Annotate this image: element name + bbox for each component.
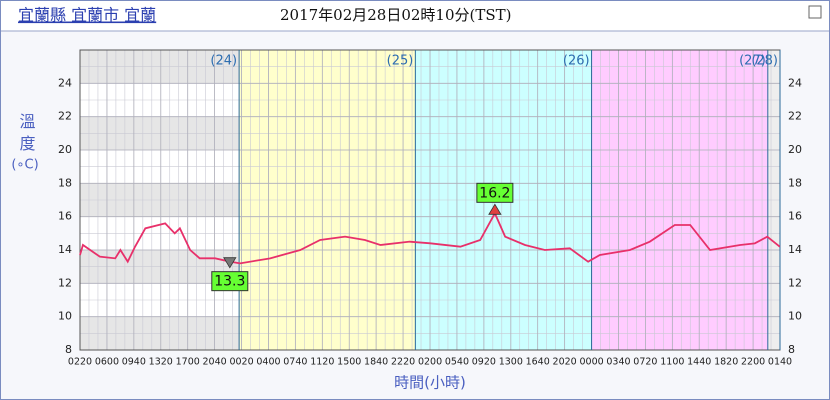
header-bar	[1, 1, 829, 31]
y-tick-label-right: 20	[788, 143, 802, 156]
y-tick-label-right: 22	[788, 110, 802, 123]
value-badge-label: 16.2	[479, 185, 510, 201]
x-tick-label: 1700	[176, 357, 200, 368]
value-badge	[211, 271, 249, 292]
y-tick-label: 20	[58, 143, 72, 156]
y-tick-label: 22	[58, 110, 72, 123]
y-axis-unit: (∘C)	[11, 158, 38, 173]
timestamp: 2017年02月28日02時10分(TST)	[280, 6, 512, 24]
x-tick-label: 0600	[95, 357, 119, 368]
y-tick-label: 10	[58, 310, 72, 323]
day-label: (26)	[563, 54, 590, 69]
temperature-line	[79, 211, 781, 265]
x-tick-label: 0540	[445, 357, 469, 368]
max-marker	[488, 203, 502, 215]
x-tick-label: 2220	[391, 357, 415, 368]
x-tick-label: 0720	[633, 357, 657, 368]
x-tick-label: 0020	[229, 357, 253, 368]
x-tick-label: 1120	[310, 357, 334, 368]
x-tick-label: 1500	[337, 357, 361, 368]
x-tick-label: 0340	[606, 357, 630, 368]
x-tick-label: 0220	[68, 357, 92, 368]
y-tick-label: 18	[58, 176, 72, 189]
y-tick-label: 16	[58, 210, 72, 223]
y-tick-label: 8	[65, 343, 72, 356]
x-tick-label: 1840	[364, 357, 388, 368]
y-tick-label-right: 16	[788, 210, 802, 223]
value-badge-label: 13.3	[214, 274, 245, 290]
value-badge	[476, 182, 514, 203]
day-label: (28)	[751, 54, 778, 69]
x-tick-label: 1440	[687, 357, 711, 368]
y-tick-label: 24	[58, 76, 72, 89]
x-tick-label: 1640	[526, 357, 550, 368]
y-tick-label-right: 24	[788, 76, 802, 89]
x-tick-label: 1300	[499, 357, 523, 368]
x-tick-label: 1320	[149, 357, 173, 368]
x-tick-label: 0400	[256, 357, 280, 368]
day-label: (24)	[210, 54, 237, 69]
y-axis-label: 溫度	[17, 113, 36, 157]
y-tick-label: 14	[58, 243, 72, 256]
y-tick-label: 12	[58, 276, 72, 289]
min-marker	[223, 257, 237, 269]
close-box[interactable]	[808, 5, 822, 19]
x-tick-label: 1820	[714, 357, 738, 368]
x-tick-label: 2040	[203, 357, 227, 368]
x-tick-label: 0740	[283, 357, 307, 368]
x-tick-label: 0940	[122, 357, 146, 368]
x-tick-label: 0000	[579, 357, 603, 368]
y-tick-label-right: 18	[788, 176, 802, 189]
y-tick-label-right: 8	[788, 343, 795, 356]
x-axis-label: 時間(小時)	[394, 374, 466, 392]
x-tick-label: 0200	[418, 357, 442, 368]
x-tick-label: 0920	[472, 357, 496, 368]
x-tick-label: 2200	[741, 357, 765, 368]
y-tick-label-right: 10	[788, 310, 802, 323]
day-label: (25)	[387, 54, 414, 69]
y-tick-label-right: 14	[788, 243, 802, 256]
x-tick-label: 1100	[660, 357, 684, 368]
day-label: (27)	[739, 54, 766, 69]
location: 宜蘭縣 宜蘭市 宜蘭	[18, 6, 156, 25]
x-tick-label: 0140	[768, 357, 792, 368]
x-tick-label: 2020	[553, 357, 577, 368]
y-tick-label-right: 12	[788, 276, 802, 289]
